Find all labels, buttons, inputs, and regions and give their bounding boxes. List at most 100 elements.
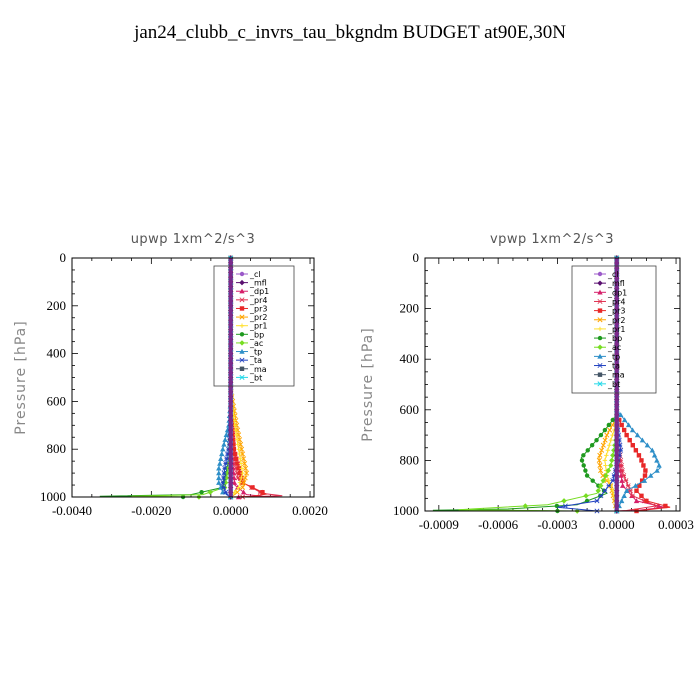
panel-2-series-pr3-point <box>639 493 644 499</box>
panel-2-legend-marker <box>597 317 603 323</box>
panel-2-legend-marker <box>597 344 603 350</box>
panel-2-series-tp-point <box>648 472 654 478</box>
panel-1-series-tp-point <box>220 489 226 495</box>
panel-1-legend-label: _pr2 <box>249 313 267 322</box>
panel-1-series-pr1-point <box>239 475 244 481</box>
panel-1-x-tick-label: 0.0020 <box>292 503 328 518</box>
panel-2-series-dp1-point <box>633 498 640 504</box>
panel-2-series-pr4-point <box>653 503 659 509</box>
panel-1-legend-marker <box>239 366 245 371</box>
panel-1-series-pr1-point <box>236 485 241 490</box>
panel-2-series-bp-point <box>610 417 615 423</box>
panel-2-series-tp-point <box>651 452 658 458</box>
panel-2-series-tp-point <box>634 432 641 438</box>
panel-2-series-bp-point <box>589 443 595 448</box>
panel-1-series-pr3-point <box>232 451 238 457</box>
panel-2-legend-label: _pr4 <box>607 297 625 306</box>
panel-2-x-tick-label: -0.0006 <box>478 517 519 532</box>
panel-2-series-pr4-point <box>619 468 625 474</box>
panel-1-series-pr1-point <box>237 480 243 485</box>
panel-1-series-pr3-point <box>231 447 237 452</box>
panel-1-series-pr1-point <box>233 427 238 433</box>
panel-2-series-pr2-point <box>597 452 603 458</box>
panel-2-legend-marker <box>597 326 603 332</box>
panel-2-series-ta-point <box>602 488 608 494</box>
panel-1-legend-label: _dp1 <box>249 287 269 296</box>
panel-1-series-pr1-point <box>236 447 241 452</box>
panel-2-series-bp-point <box>579 458 585 463</box>
panel-2-series-ta-point <box>594 498 600 504</box>
panel-2-legend-label: _pr1 <box>607 325 625 334</box>
panel-1-series-tp-point <box>216 470 222 476</box>
panel-2-title: vpwp 1xm^2/s^3 <box>490 232 614 247</box>
panel-2-series-tp-point <box>641 477 648 483</box>
panel-2-series-ac-line <box>458 258 618 512</box>
panel-1-legend-box <box>213 265 295 387</box>
panel-1-x-tick-label: 0.0000 <box>213 503 249 518</box>
panel-2-x-tick-label: 0.0003 <box>658 517 694 532</box>
panel-1-series-ta-point <box>221 484 227 490</box>
panel-2-legend-label: _pr3 <box>607 307 625 316</box>
panel-2-x-tick-label: 0.0000 <box>599 517 635 532</box>
panel-1-series-ta-point <box>222 465 228 471</box>
panel-2-series-pr3-point <box>639 458 644 463</box>
panel-2-x-tick-label: -0.0009 <box>419 517 459 532</box>
panel-1-legend-label: _ma <box>249 365 267 374</box>
panel-2-y-tick-label: 600 <box>400 402 420 417</box>
panel-2-series-pr3-point <box>639 478 645 483</box>
panel-1-legend-marker <box>239 297 245 303</box>
panel-2-legend-label: _ta <box>607 362 620 371</box>
panel-1-series-dp1-point <box>240 489 247 495</box>
panel-2-legend-label: _mfl <box>607 279 625 288</box>
panel-1-series-bp-line <box>99 258 232 498</box>
panel-1-series-pr2-point <box>240 451 246 457</box>
panel-1-series-pr1-point <box>235 442 241 447</box>
panel-1-legend-label: _bp <box>249 330 264 339</box>
panel-2-series-pr1-point <box>604 453 609 458</box>
panel-1-legend-marker <box>239 271 245 277</box>
panel-2-series-tp-point <box>625 422 632 428</box>
panel-2-y-tick-label: 800 <box>400 452 420 467</box>
panel-2-series-pr3-point <box>624 432 629 438</box>
panel-1-y-tick-label: 600 <box>47 393 67 408</box>
panel-1-series-pr1-point <box>238 456 243 461</box>
panel-1-legend-label: _pr4 <box>249 296 267 305</box>
panel-1-series-pr2-point <box>239 446 245 452</box>
panel-2-legend-marker <box>597 271 603 277</box>
panel-2-series-ac-point <box>608 462 614 469</box>
panel-1-series-pr2-point <box>242 475 248 481</box>
panel-1-series-pr2-point <box>242 460 248 467</box>
panel-1-series-ta-point <box>223 489 229 495</box>
panel-1-series-tp-point <box>216 465 222 471</box>
panel-2-legend-label: _bp <box>607 334 622 343</box>
panel-1-legend-marker <box>239 306 245 311</box>
panel-2-series-pr3-point <box>619 422 624 428</box>
panel-1-series-pr3-point <box>231 442 236 447</box>
panel-2-series-tp-point <box>649 447 656 453</box>
panel-1-series-pr1-point <box>237 451 242 457</box>
panel-1-series-pr3-point <box>237 470 243 476</box>
panel-1-series-pr1-point <box>239 466 244 471</box>
panel-2-legend-label: _cl <box>607 270 619 279</box>
panel-1-series-ac-line <box>131 258 232 498</box>
panel-2-series-bp-point <box>581 453 586 458</box>
panel-2-series-pr3-point <box>633 448 639 453</box>
panel-2-plot-frame <box>424 257 681 512</box>
panel-2-legend-marker <box>597 353 603 359</box>
panel-1-legend-label: _tp <box>249 348 262 357</box>
panel-2-series-tp-point <box>629 427 636 433</box>
panel-1-y-tick-label: 800 <box>47 441 67 456</box>
panel-2-series-pr4-point <box>621 473 627 479</box>
panel-1-x-tick-label: -0.0020 <box>131 503 171 518</box>
panel-1-series-pr2-point <box>237 437 243 443</box>
panel-2-series-pr3-point <box>642 473 648 478</box>
panel-2-series-pr1-point <box>607 443 612 448</box>
panel-1-title: upwp 1xm^2/s^3 <box>131 232 256 247</box>
panel-2-legend-marker <box>597 280 603 286</box>
panel-2-series-bp-point <box>594 437 599 443</box>
panel-2-y-tick-label: 0 <box>413 250 420 265</box>
panel-1-series-pr2-point <box>243 465 249 471</box>
panel-1-series-pr2-point <box>244 470 250 476</box>
panel-2-series-pr2-point <box>604 432 610 438</box>
